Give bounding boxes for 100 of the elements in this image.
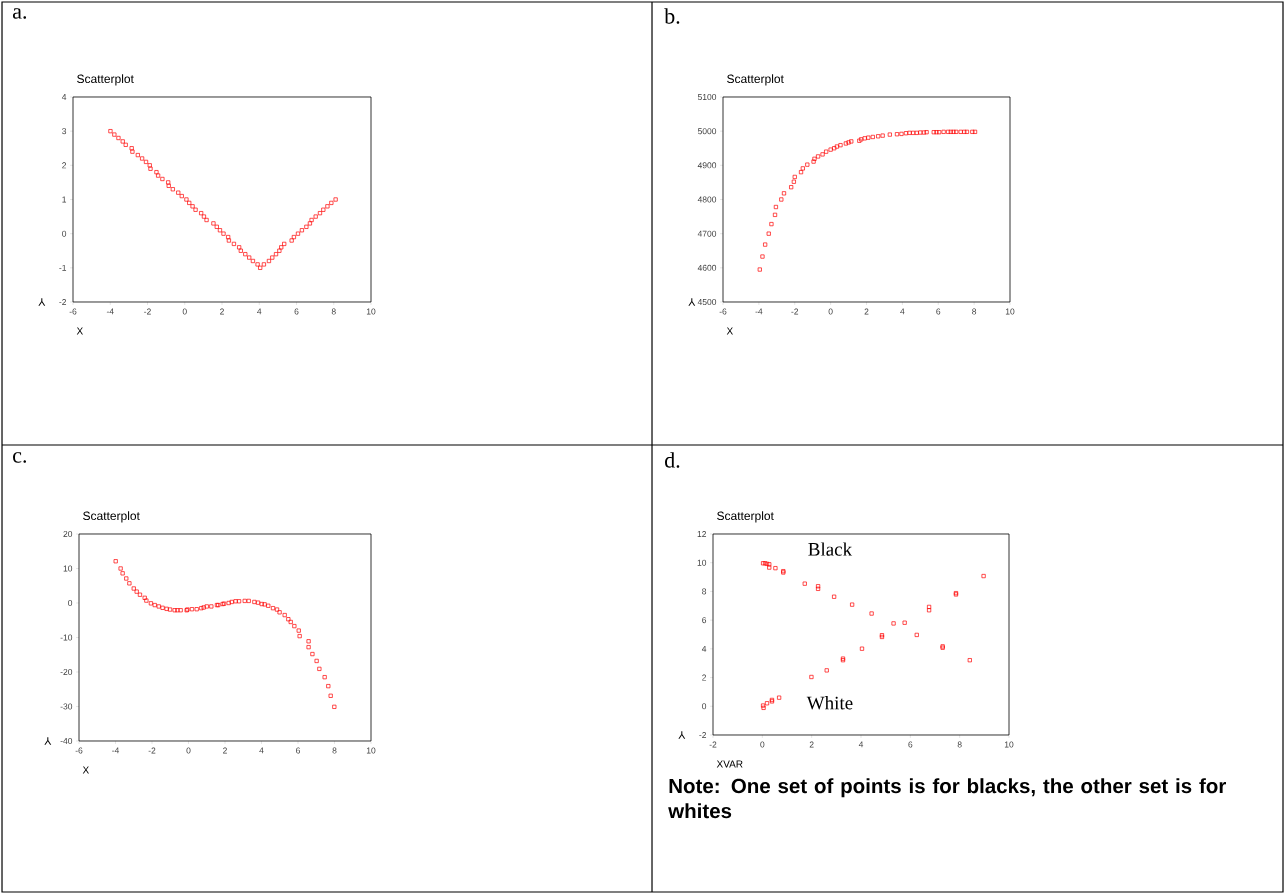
annotation: Black (808, 542, 853, 556)
text: a. (12, 8, 27, 19)
x-tick-label: 6 (936, 308, 941, 315)
x-tick-label: 4 (858, 741, 864, 748)
point (811, 159, 816, 164)
point (967, 658, 972, 663)
x-tick-label: -6 (75, 747, 83, 754)
point (137, 592, 143, 597)
point (237, 599, 242, 604)
point (791, 179, 796, 184)
y-tick-label: -10 (60, 634, 73, 641)
y-tick-label: 6 (702, 617, 707, 624)
point (209, 604, 214, 609)
text: Note: One set of points is for blacks, the other set is for whites (668, 778, 1226, 819)
point (113, 559, 118, 564)
point (772, 212, 778, 217)
x-tick-label: -6 (719, 308, 727, 315)
point (124, 576, 129, 581)
x-tick-label: -4 (112, 747, 120, 754)
y-axis-title: Y (688, 298, 696, 306)
point (297, 634, 302, 639)
point (832, 594, 837, 599)
x-tick-label: 10 (1004, 741, 1014, 748)
x-tick-label: 6 (294, 308, 299, 315)
text: d. (665, 452, 680, 468)
chart-title: Scatterplot (77, 74, 134, 86)
x-tick-label: 2 (223, 747, 227, 754)
chart-title: Scatterplot (83, 511, 140, 523)
point (798, 170, 804, 175)
y-axis-title: Y (678, 731, 686, 739)
point (118, 566, 123, 571)
point (964, 129, 970, 134)
y-tick-label: 0 (62, 230, 67, 237)
point (781, 191, 787, 196)
x-tick-label: 2 (809, 741, 814, 748)
y-tick-label: 2 (702, 674, 707, 681)
y-tick-label: 0 (702, 703, 707, 710)
point (958, 129, 963, 134)
point (120, 571, 125, 576)
point (805, 162, 810, 167)
y-tick-label: 4900 (697, 162, 717, 169)
point (164, 606, 169, 611)
point (148, 601, 153, 606)
y-tick-label: 10 (63, 565, 73, 572)
point (266, 603, 271, 608)
x-tick-label: 2 (220, 308, 224, 315)
point (764, 701, 770, 706)
point (824, 149, 829, 154)
y-tick-label: 4700 (697, 230, 717, 237)
point (178, 608, 183, 613)
y-tick-label: 1 (62, 196, 67, 203)
y-tick-label: 4 (61, 94, 67, 100)
point (306, 645, 311, 650)
point (972, 129, 978, 134)
point (296, 628, 301, 633)
x-tick-label: -2 (144, 308, 151, 315)
point (262, 602, 267, 607)
point (310, 652, 315, 657)
y-tick-label: -1 (59, 264, 67, 271)
y-tick-label: -2 (59, 299, 67, 305)
x-tick-label: 10 (366, 747, 376, 754)
text: b. (664, 8, 680, 24)
x-tick-label: 10 (1005, 308, 1015, 315)
point (152, 603, 157, 608)
x-tick-label: 6 (296, 747, 300, 754)
point (846, 140, 851, 145)
point (175, 608, 180, 613)
point (903, 131, 909, 136)
point (907, 130, 912, 135)
point (255, 600, 261, 605)
point (981, 574, 986, 579)
x-axis-title: XVAR (716, 760, 743, 768)
point (849, 139, 854, 144)
point (769, 222, 774, 227)
point (317, 666, 322, 671)
point (927, 604, 932, 609)
x-tick-label: 4 (259, 747, 264, 754)
point (880, 133, 885, 138)
y-tick-label: 0 (68, 599, 73, 606)
x-tick-label: 0 (182, 308, 187, 315)
point (767, 562, 772, 567)
y-tick-label: 3 (62, 128, 67, 135)
text: c. (13, 452, 27, 463)
x-tick-label: 8 (957, 741, 962, 748)
y-tick-label: -20 (60, 668, 73, 675)
point (326, 684, 331, 689)
y-tick-label: 4500 (697, 298, 717, 305)
point (127, 581, 132, 586)
point (914, 632, 919, 637)
point (789, 185, 794, 190)
x-tick-label: 10 (366, 308, 376, 315)
point (824, 668, 829, 673)
point (779, 197, 784, 202)
point (168, 607, 173, 612)
x-axis-title: X (82, 766, 89, 774)
point (850, 602, 855, 607)
point (894, 132, 900, 137)
point (870, 134, 875, 140)
point (286, 617, 291, 622)
point (962, 129, 967, 134)
